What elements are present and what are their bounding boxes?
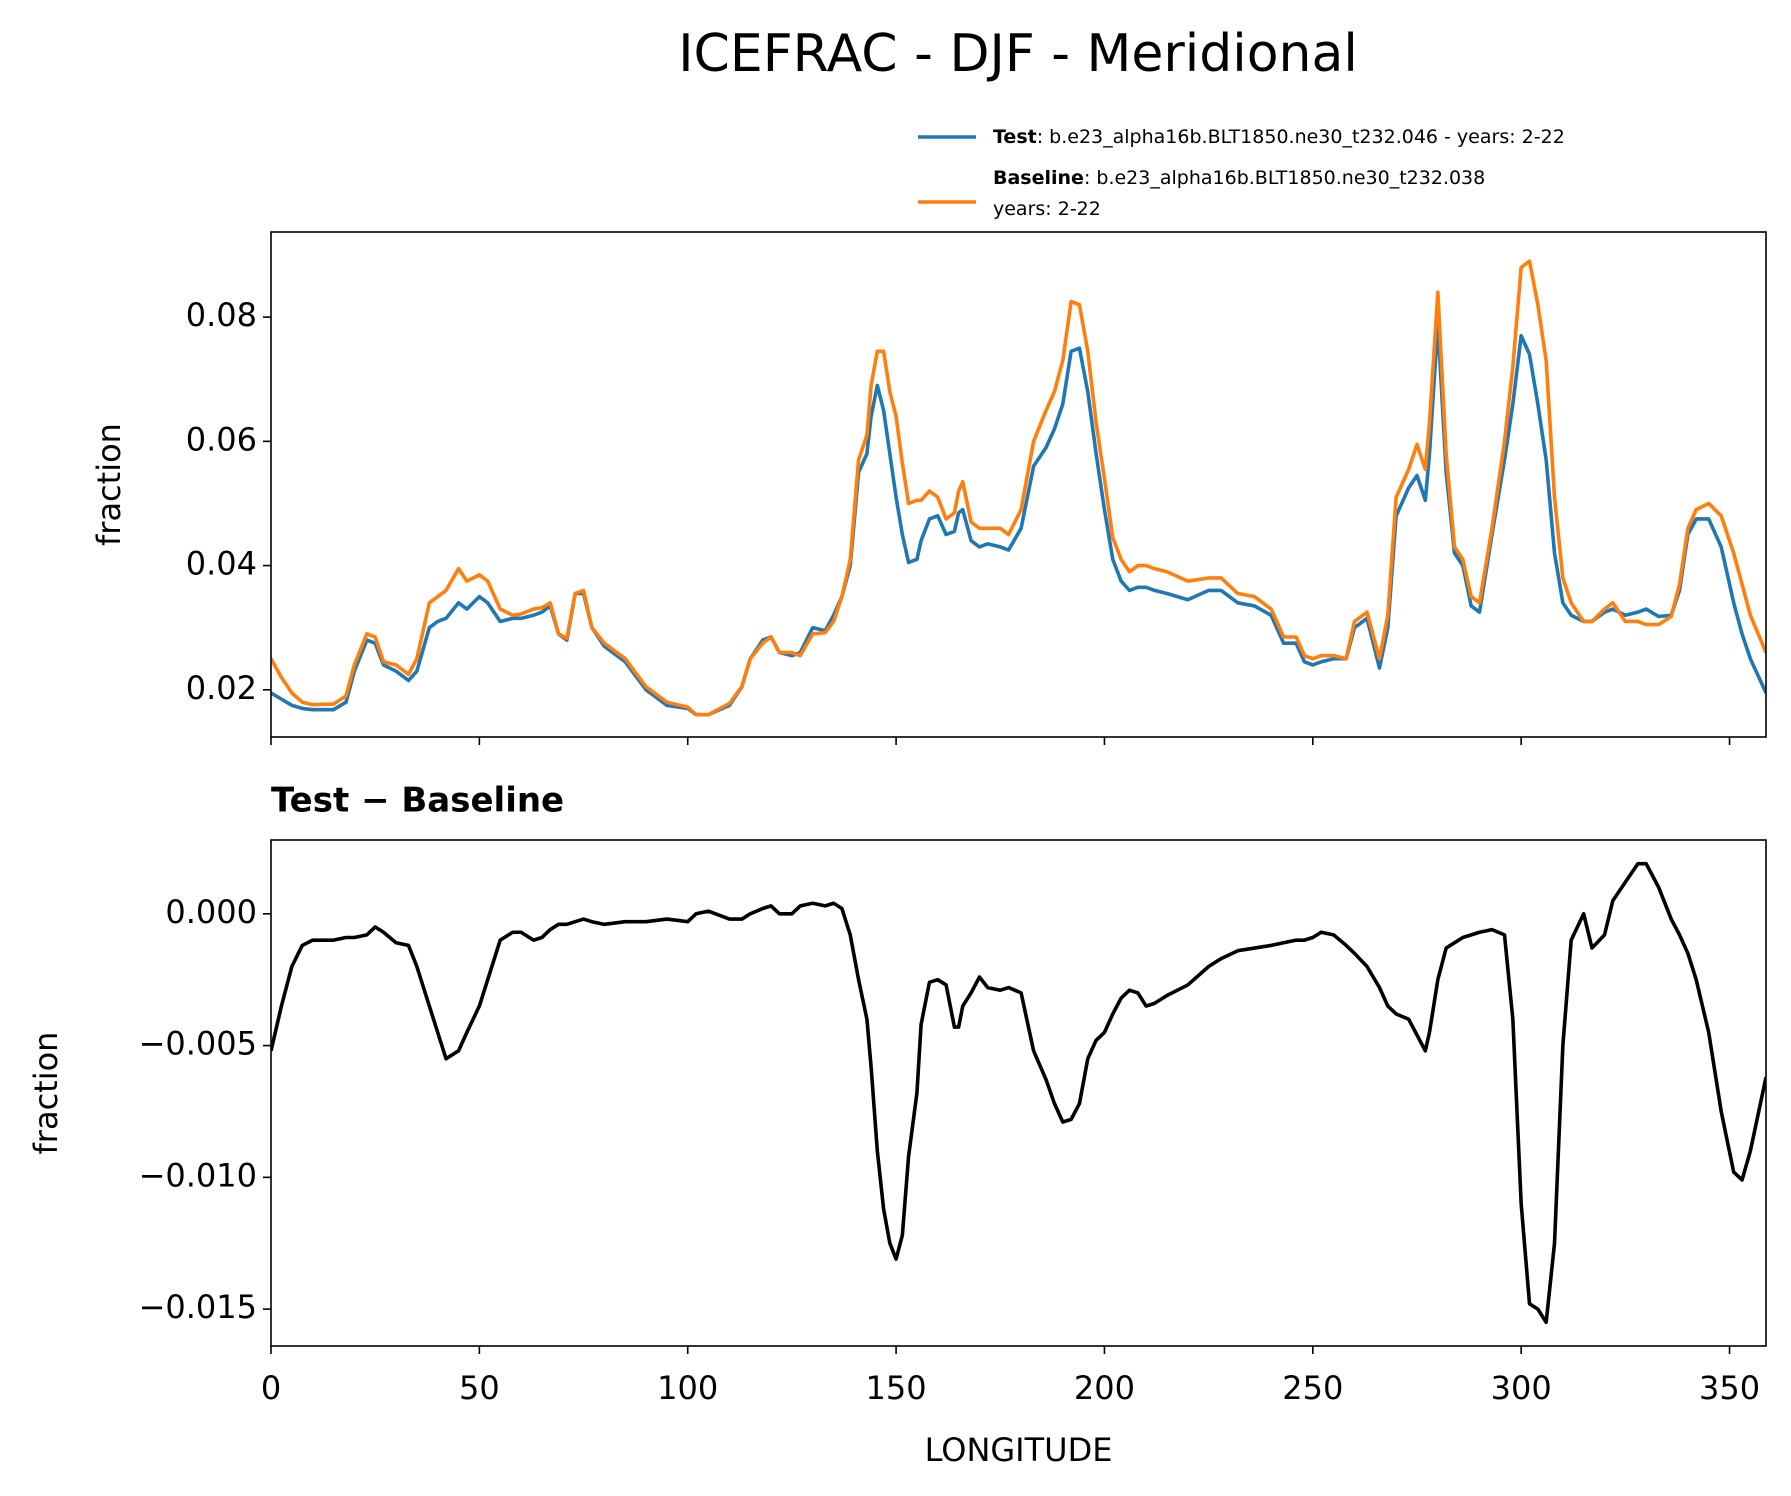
x-tick-label: 350 <box>1699 1369 1760 1407</box>
x-tick-label: 200 <box>1074 1369 1135 1407</box>
legend-name: Test <box>993 126 1037 148</box>
legend-label: years: 2-22 <box>993 198 1101 220</box>
figure-title: ICEFRAC - DJF - Meridional <box>678 24 1358 84</box>
data-line <box>271 259 1766 717</box>
data-line <box>271 321 1766 717</box>
x-tick-label: 150 <box>866 1369 927 1407</box>
axes-frame <box>270 231 1767 738</box>
axes-frame <box>270 839 1767 1347</box>
legend-label: Test: b.e23_alpha16b.BLT1850.ne30_t232.0… <box>993 126 1565 148</box>
y-tick-label: −0.015 <box>139 1288 257 1326</box>
axes-title: Test − Baseline <box>271 781 564 821</box>
x-tick-label: 50 <box>459 1369 500 1407</box>
x-tick-label: 250 <box>1282 1369 1343 1407</box>
y-tick-label: −0.010 <box>139 1156 257 1194</box>
legend-text: : b.e23_alpha16b.BLT1850.ne30_t232.038 <box>1084 167 1485 189</box>
legend-label: Baseline: b.e23_alpha16b.BLT1850.ne30_t2… <box>993 167 1485 189</box>
y-tick-label: 0.04 <box>186 545 257 583</box>
y-axis-label: fraction <box>90 423 128 546</box>
legend-text: : b.e23_alpha16b.BLT1850.ne30_t232.046 -… <box>1037 126 1565 148</box>
legend-text: years: 2-22 <box>993 198 1101 220</box>
x-tick-label: 100 <box>657 1369 718 1407</box>
y-axis-label: fraction <box>27 1032 65 1155</box>
x-tick-label: 300 <box>1491 1369 1552 1407</box>
x-axis-label: LONGITUDE <box>925 1431 1113 1469</box>
data-line <box>271 861 1766 1325</box>
y-tick-label: 0.06 <box>186 420 257 458</box>
y-tick-label: −0.005 <box>139 1025 257 1063</box>
legend-name: Baseline <box>993 167 1084 189</box>
y-tick-label: 0.08 <box>186 296 257 334</box>
y-tick-label: 0.02 <box>186 669 257 707</box>
x-tick-label: 0 <box>261 1369 281 1407</box>
y-tick-label: 0.000 <box>165 893 257 931</box>
